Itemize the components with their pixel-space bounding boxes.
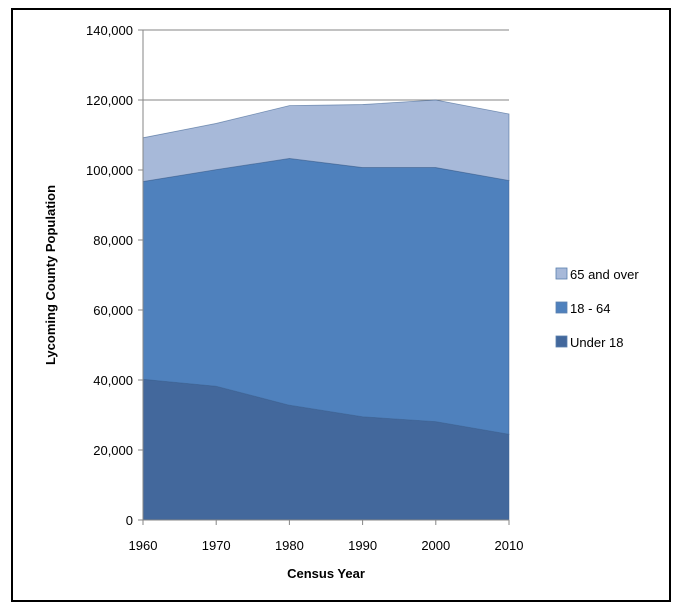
x-tick-label: 1980 (275, 538, 304, 553)
legend-swatch-under-18 (555, 335, 568, 348)
legend-label-65-and-over: 65 and over (570, 267, 639, 282)
y-tick-label: 60,000 (93, 303, 133, 318)
x-tick-label: 1970 (202, 538, 231, 553)
legend-label-under-18: Under 18 (570, 335, 623, 350)
area-series (142, 99, 510, 521)
legend-swatch-65-and-over (555, 267, 568, 280)
legend-swatch-18-64 (555, 301, 568, 314)
x-tick-label: 1960 (129, 538, 158, 553)
legend-label-18-64: 18 - 64 (570, 301, 610, 316)
y-tick-label: 0 (126, 513, 133, 528)
axes (138, 29, 510, 525)
x-tick-labels: 1960 1970 1980 1990 2000 2010 (129, 538, 524, 553)
y-tick-label: 20,000 (93, 443, 133, 458)
area-65-and-over (142, 99, 510, 183)
y-tick-label: 140,000 (86, 23, 133, 38)
y-tick-label: 80,000 (93, 233, 133, 248)
x-axis-title: Census Year (287, 566, 365, 581)
x-tick-label: 2010 (495, 538, 524, 553)
x-tick-label: 1990 (348, 538, 377, 553)
y-tick-labels: 0 20,000 40,000 60,000 80,000 100,000 120,000 1… (86, 23, 133, 528)
y-tick-label: 120,000 (86, 93, 133, 108)
x-tick-label: 2000 (421, 538, 450, 553)
y-tick-label: 100,000 (86, 163, 133, 178)
legend: 65 and over 18 - 64 Under 18 (555, 267, 639, 350)
y-axis-title: Lycoming County Population (43, 185, 58, 365)
y-tick-label: 40,000 (93, 373, 133, 388)
